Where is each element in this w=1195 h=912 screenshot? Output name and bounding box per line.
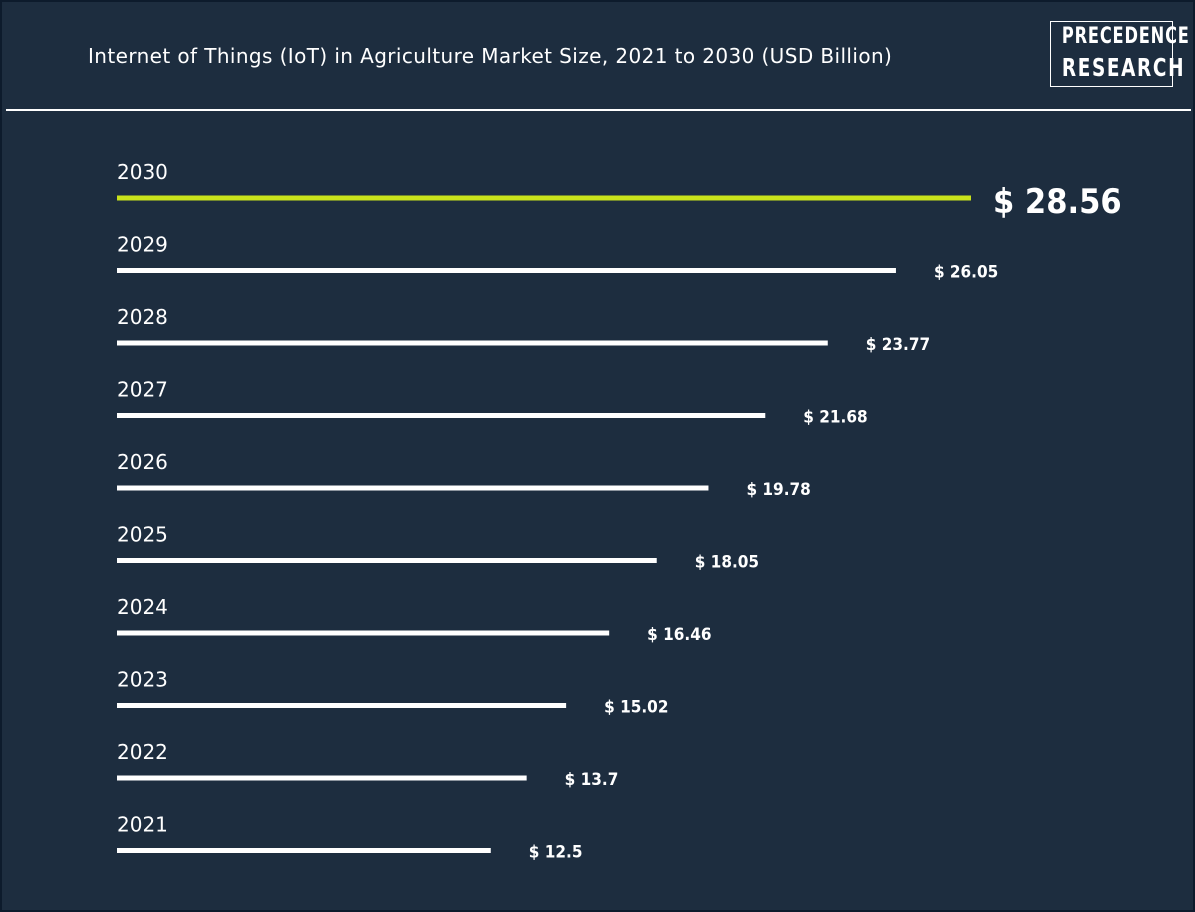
value-label-2025: $ 18.05 xyxy=(695,553,759,573)
bar-2026 xyxy=(117,485,709,491)
value-label-2029: $ 26.05 xyxy=(934,263,998,283)
year-label-2030: 2030 xyxy=(117,160,168,184)
value-label-2024: $ 16.46 xyxy=(647,625,711,645)
value-label-2022: $ 13.7 xyxy=(565,770,619,790)
bar-2025 xyxy=(117,558,657,563)
year-label-2027: 2027 xyxy=(117,378,168,402)
bar-2021 xyxy=(117,848,491,853)
bar-2030 xyxy=(117,195,971,201)
year-label-2023: 2023 xyxy=(117,668,168,692)
year-label-2028: 2028 xyxy=(117,305,168,329)
value-label-2023: $ 15.02 xyxy=(604,698,668,718)
precedence-research-logo: PRECEDENCE RESEARCH xyxy=(1050,21,1189,87)
value-label-2028: $ 23.77 xyxy=(866,335,930,355)
value-label-2026: $ 19.78 xyxy=(746,480,810,500)
bar-2024 xyxy=(117,630,610,636)
year-label-2021: 2021 xyxy=(117,813,168,837)
value-label-2030: $ 28.56 xyxy=(993,182,1122,222)
header-divider xyxy=(6,109,1191,111)
bar-2028 xyxy=(117,340,828,346)
bar-2023 xyxy=(117,703,567,708)
year-label-2022: 2022 xyxy=(117,740,168,764)
year-label-2025: 2025 xyxy=(117,523,168,547)
bar-2027 xyxy=(117,413,766,418)
value-label-2021: $ 12.5 xyxy=(529,843,583,863)
value-label-2027: $ 21.68 xyxy=(803,408,867,428)
year-label-2024: 2024 xyxy=(117,595,168,619)
year-label-2026: 2026 xyxy=(117,450,168,474)
chart-title: Internet of Things (IoT) in Agriculture … xyxy=(88,44,893,68)
bar-2029 xyxy=(117,268,896,273)
year-label-2029: 2029 xyxy=(117,233,168,257)
bar-2022 xyxy=(117,775,527,781)
